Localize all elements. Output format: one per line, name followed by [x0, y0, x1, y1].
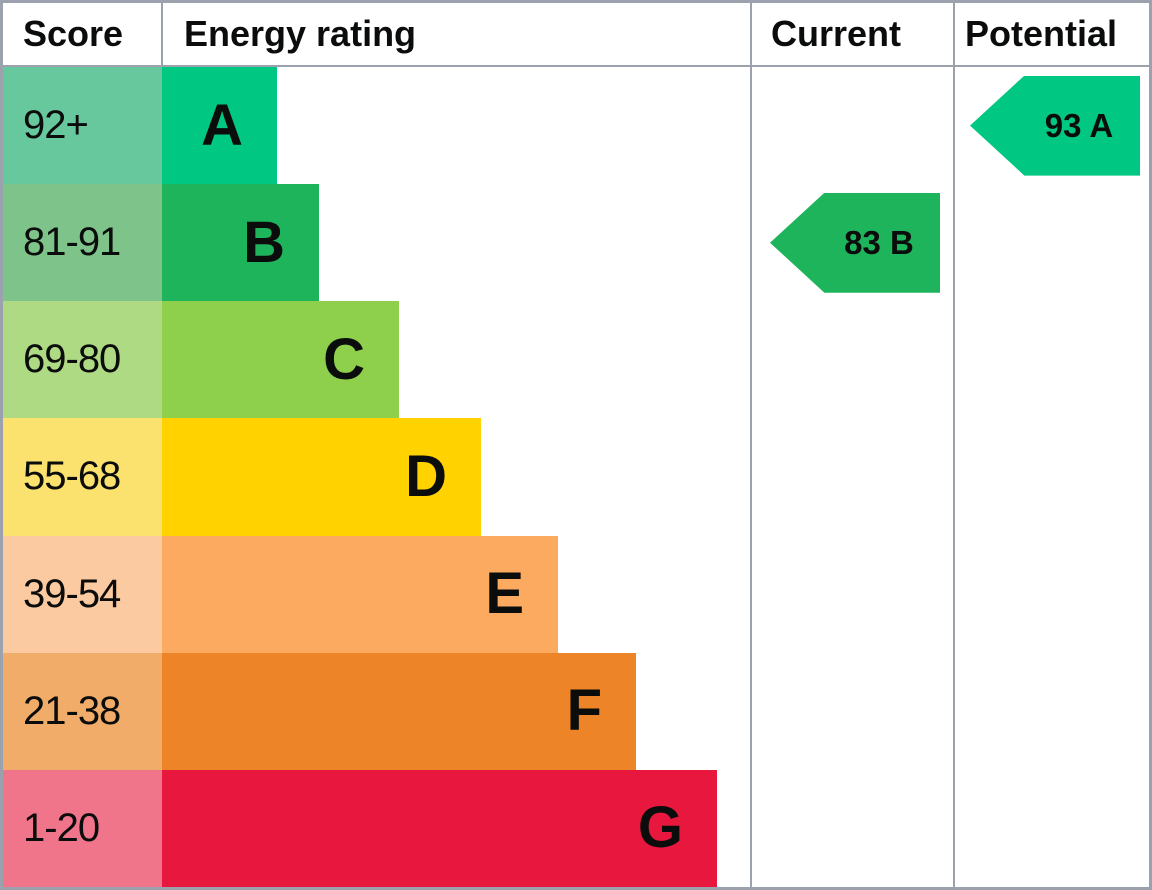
band-letter-a: A	[201, 92, 243, 158]
band-row-a: 92+ A	[3, 67, 1149, 185]
band-row-g: 1-20 G	[3, 769, 1149, 887]
potential-column-divider-line	[953, 3, 955, 887]
band-row-b: 81-91 B	[3, 184, 1149, 302]
potential-rating-arrow: 93 A	[970, 75, 1140, 176]
band-bar-b: B	[162, 184, 319, 302]
band-row-c: 69-80 C	[3, 301, 1149, 419]
score-range-a: 92+	[3, 67, 162, 185]
band-bar-a: A	[162, 67, 277, 185]
band-bar-g: G	[162, 769, 717, 887]
header-potential: Potential	[965, 13, 1118, 54]
potential-rating-label: 93 A	[1044, 106, 1114, 144]
score-range-b: 81-91	[3, 184, 162, 302]
score-range-e: 39-54	[3, 535, 162, 653]
band-row-f: 21-38 F	[3, 652, 1149, 770]
band-letter-d: D	[405, 443, 447, 509]
header-energy-rating: Energy rating	[184, 13, 417, 54]
band-letter-c: C	[323, 326, 365, 392]
band-bar-d: D	[162, 418, 481, 536]
header-score: Score	[23, 13, 124, 54]
current-column-divider-line	[750, 3, 752, 887]
header-score-divider-line	[161, 3, 163, 65]
band-letter-g: G	[637, 795, 683, 861]
band-letter-b: B	[243, 209, 285, 275]
band-bar-f: F	[162, 652, 636, 770]
score-range-c: 69-80	[3, 301, 162, 419]
score-range-d: 55-68	[3, 418, 162, 536]
band-letter-e: E	[485, 561, 524, 627]
band-rows: 92+ A 81-91 B 69-80 C 55-68 D 39-54 E 21-38 F 1-20 G	[3, 67, 1149, 887]
band-row-e: 39-54 E	[3, 535, 1149, 653]
score-range-f: 21-38	[3, 652, 162, 770]
band-row-d: 55-68 D	[3, 418, 1149, 536]
band-bar-e: E	[162, 535, 558, 653]
current-rating-label: 83 B	[844, 223, 914, 261]
band-bar-c: C	[162, 301, 399, 419]
header-current: Current	[771, 13, 902, 54]
band-letter-f: F	[566, 678, 602, 744]
score-range-g: 1-20	[3, 769, 162, 887]
header-underline	[3, 65, 1149, 67]
